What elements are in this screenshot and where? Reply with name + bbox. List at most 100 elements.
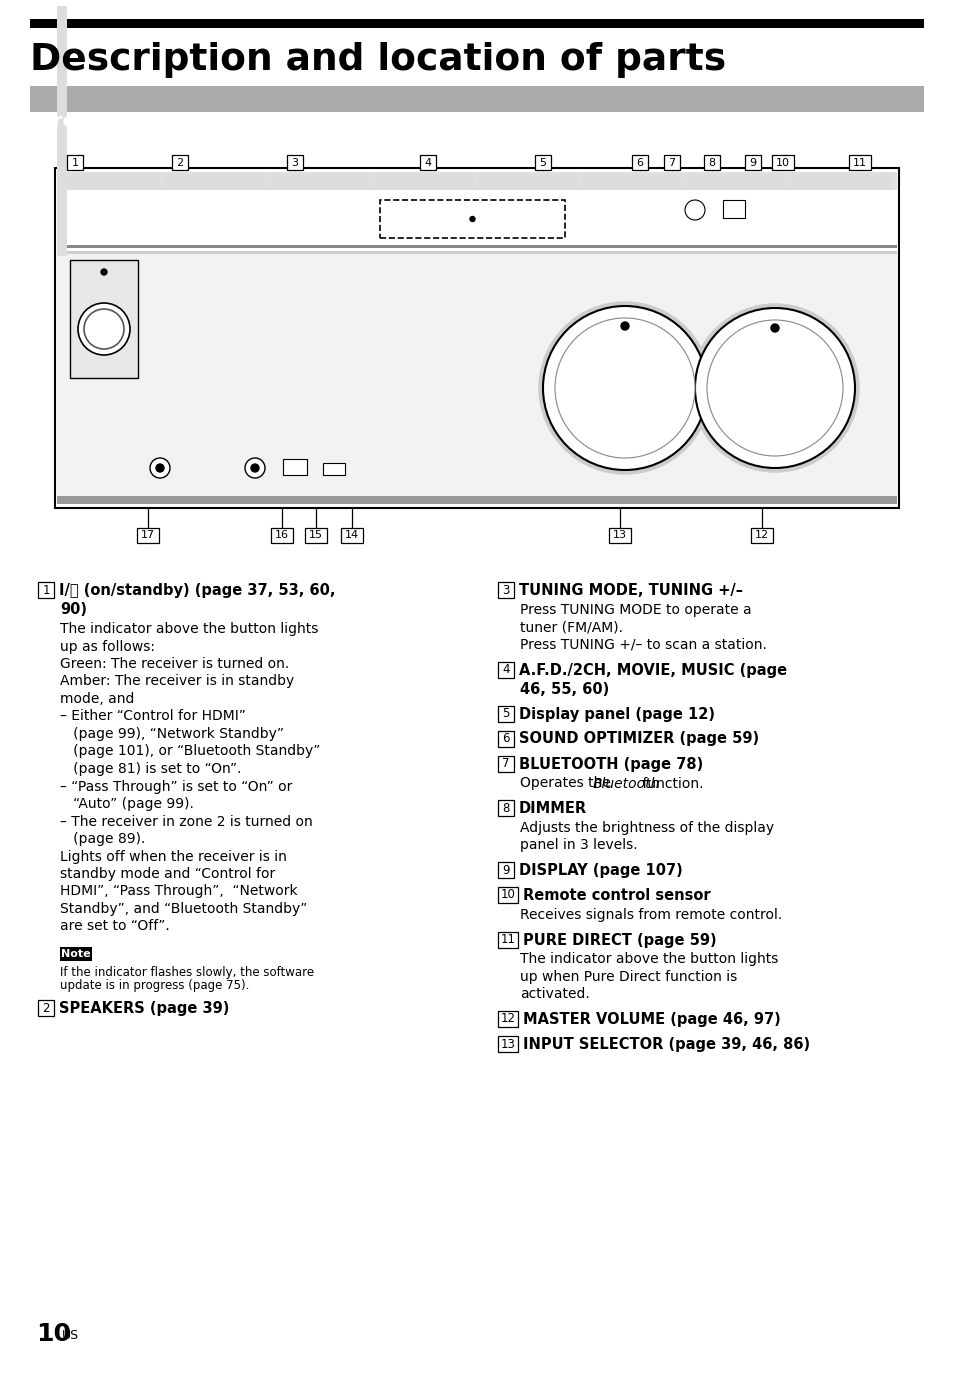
Text: Front panel: Front panel xyxy=(40,113,171,130)
Text: 3: 3 xyxy=(292,158,298,168)
Circle shape xyxy=(684,200,704,220)
Text: 13: 13 xyxy=(500,1038,515,1050)
Text: Green: The receiver is turned on.: Green: The receiver is turned on. xyxy=(60,658,289,671)
Bar xyxy=(848,155,870,170)
Text: 8: 8 xyxy=(708,158,715,168)
Text: panel in 3 levels.: panel in 3 levels. xyxy=(519,839,637,853)
Text: The indicator above the button lights: The indicator above the button lights xyxy=(519,953,778,967)
Text: BLUETOOTH (page 78): BLUETOOTH (page 78) xyxy=(518,757,702,772)
Text: SPEAKERS (page 39): SPEAKERS (page 39) xyxy=(59,1001,229,1016)
Bar xyxy=(497,662,514,677)
Text: 15: 15 xyxy=(309,530,323,541)
Bar xyxy=(163,174,266,189)
Circle shape xyxy=(538,302,710,474)
Text: 46, 55, 60): 46, 55, 60) xyxy=(519,681,609,696)
Text: SOUND OPTIMIZER (page 59): SOUND OPTIMIZER (page 59) xyxy=(518,732,759,747)
Text: activated.: activated. xyxy=(519,987,589,1001)
Bar xyxy=(497,1037,517,1052)
Text: 90): 90) xyxy=(60,601,87,616)
Text: Adjusts the brightness of the display: Adjusts the brightness of the display xyxy=(519,821,773,835)
Bar xyxy=(30,86,923,113)
Bar xyxy=(57,251,896,254)
Circle shape xyxy=(470,217,475,221)
Bar xyxy=(38,1001,54,1016)
Text: 11: 11 xyxy=(500,934,515,946)
Text: (page 101), or “Bluetooth Standby”: (page 101), or “Bluetooth Standby” xyxy=(60,744,320,758)
Text: 14: 14 xyxy=(345,530,358,541)
Bar xyxy=(137,529,159,542)
Text: US: US xyxy=(62,1329,79,1341)
Bar xyxy=(323,463,345,475)
Text: function.: function. xyxy=(638,777,702,791)
Bar xyxy=(372,174,475,189)
Text: 12: 12 xyxy=(500,1012,515,1026)
Text: – The receiver in zone 2 is turned on: – The receiver in zone 2 is turned on xyxy=(60,814,313,828)
Bar xyxy=(305,529,327,542)
Text: are set to “Off”.: are set to “Off”. xyxy=(60,920,170,934)
Circle shape xyxy=(770,324,779,332)
Text: mode, and: mode, and xyxy=(60,692,134,706)
Text: 13: 13 xyxy=(613,530,626,541)
Circle shape xyxy=(706,320,842,456)
Text: 9: 9 xyxy=(501,864,509,876)
Bar xyxy=(172,155,188,170)
Bar xyxy=(497,800,514,816)
Text: DIMMER: DIMMER xyxy=(518,800,586,816)
Bar xyxy=(497,582,514,599)
Circle shape xyxy=(251,464,258,472)
Text: 2: 2 xyxy=(176,158,183,168)
Text: 1: 1 xyxy=(71,158,78,168)
Text: Display panel (page 12): Display panel (page 12) xyxy=(518,707,714,721)
Text: 6: 6 xyxy=(501,732,509,746)
Bar xyxy=(340,529,363,542)
Bar xyxy=(771,155,793,170)
Bar xyxy=(57,254,896,504)
Text: DISPLAY (page 107): DISPLAY (page 107) xyxy=(518,864,682,877)
Circle shape xyxy=(695,308,854,468)
Text: 2: 2 xyxy=(42,1002,50,1015)
Text: If the indicator flashes slowly, the software: If the indicator flashes slowly, the sof… xyxy=(60,967,314,979)
Text: Receives signals from remote control.: Receives signals from remote control. xyxy=(519,908,781,923)
Circle shape xyxy=(620,323,628,330)
Circle shape xyxy=(78,303,130,356)
Text: standby mode and “Control for: standby mode and “Control for xyxy=(60,866,275,881)
Text: 11: 11 xyxy=(852,158,866,168)
Text: MASTER VOLUME (page 46, 97): MASTER VOLUME (page 46, 97) xyxy=(522,1012,780,1027)
Text: (page 81) is set to “On”.: (page 81) is set to “On”. xyxy=(60,762,241,776)
Bar xyxy=(685,174,788,189)
Text: 10: 10 xyxy=(775,158,789,168)
Text: Description and location of parts: Description and location of parts xyxy=(30,43,725,78)
Circle shape xyxy=(245,459,265,478)
Text: 10: 10 xyxy=(500,888,515,902)
Text: (page 99), “Network Standby”: (page 99), “Network Standby” xyxy=(60,726,284,741)
Bar xyxy=(38,582,54,599)
Bar xyxy=(497,862,514,877)
Bar xyxy=(57,244,896,249)
Circle shape xyxy=(101,269,107,275)
Bar xyxy=(608,529,630,542)
Bar xyxy=(379,200,564,238)
Bar xyxy=(419,155,436,170)
Text: 6: 6 xyxy=(636,158,643,168)
Bar xyxy=(476,174,578,189)
Text: – “Pass Through” is set to “On” or: – “Pass Through” is set to “On” or xyxy=(60,780,292,794)
Bar xyxy=(57,5,67,255)
Bar xyxy=(55,168,898,508)
Bar xyxy=(722,200,744,218)
Text: 5: 5 xyxy=(502,707,509,719)
Text: 7: 7 xyxy=(668,158,675,168)
Bar xyxy=(535,155,551,170)
Bar xyxy=(497,755,514,772)
Bar xyxy=(268,174,370,189)
Text: 10: 10 xyxy=(36,1322,71,1346)
Text: (page 89).: (page 89). xyxy=(60,832,145,846)
Text: tuner (FM/AM).: tuner (FM/AM). xyxy=(519,621,622,634)
Circle shape xyxy=(156,464,164,472)
Bar xyxy=(57,172,896,189)
Text: 5: 5 xyxy=(539,158,546,168)
Bar xyxy=(287,155,303,170)
Text: up when Pure Direct function is: up when Pure Direct function is xyxy=(519,969,737,984)
Bar xyxy=(497,887,517,903)
Text: up as follows:: up as follows: xyxy=(60,640,154,654)
Bar xyxy=(70,259,138,378)
